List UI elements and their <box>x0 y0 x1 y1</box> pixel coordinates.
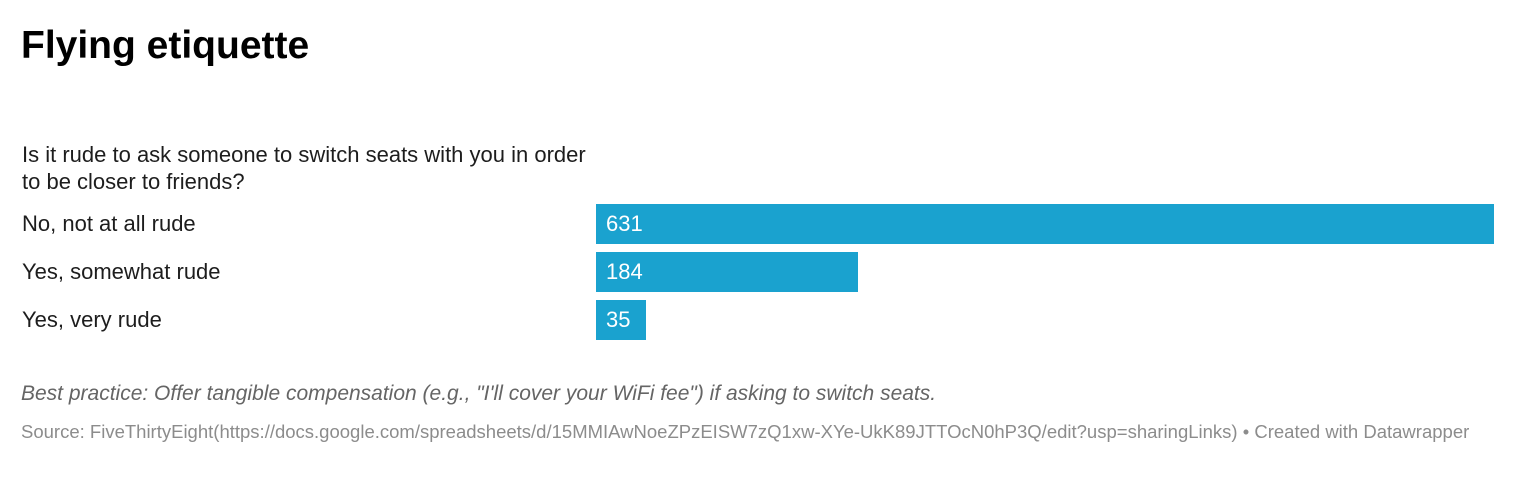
bar <box>596 252 858 292</box>
chart-title: Flying etiquette <box>21 24 310 67</box>
bar-row: Yes, somewhat rude 184 <box>0 252 1516 292</box>
category-label: Yes, somewhat rude <box>22 259 221 284</box>
category-label: Yes, very rude <box>22 307 162 332</box>
source-name: FiveThirtyEight <box>89 421 214 442</box>
bar <box>596 204 1494 244</box>
bar-row: No, not at all rude 631 <box>0 204 1516 244</box>
bar-value-label: 184 <box>606 259 643 284</box>
bar-row: Yes, very rude 35 <box>0 300 1516 340</box>
bar-value-label: 631 <box>606 211 643 236</box>
survey-question: Is it rude to ask someone to switch seat… <box>22 142 586 194</box>
bar-value-label: 35 <box>606 307 631 332</box>
source-link[interactable]: FiveThirtyEight(https://docs.google.com/… <box>90 421 1238 442</box>
source-line: Source: FiveThirtyEight(https://docs.goo… <box>21 420 1501 444</box>
bar <box>596 300 646 340</box>
source-separator: • <box>1237 421 1255 442</box>
chart-note: Best practice: Offer tangible compensati… <box>21 382 937 405</box>
datawrapper-credit: Created with Datawrapper <box>1254 421 1470 442</box>
source-prefix: Source: <box>21 421 90 442</box>
source-url: (https://docs.google.com/spreadsheets/d/… <box>213 421 1238 442</box>
category-label: No, not at all rude <box>22 211 196 236</box>
